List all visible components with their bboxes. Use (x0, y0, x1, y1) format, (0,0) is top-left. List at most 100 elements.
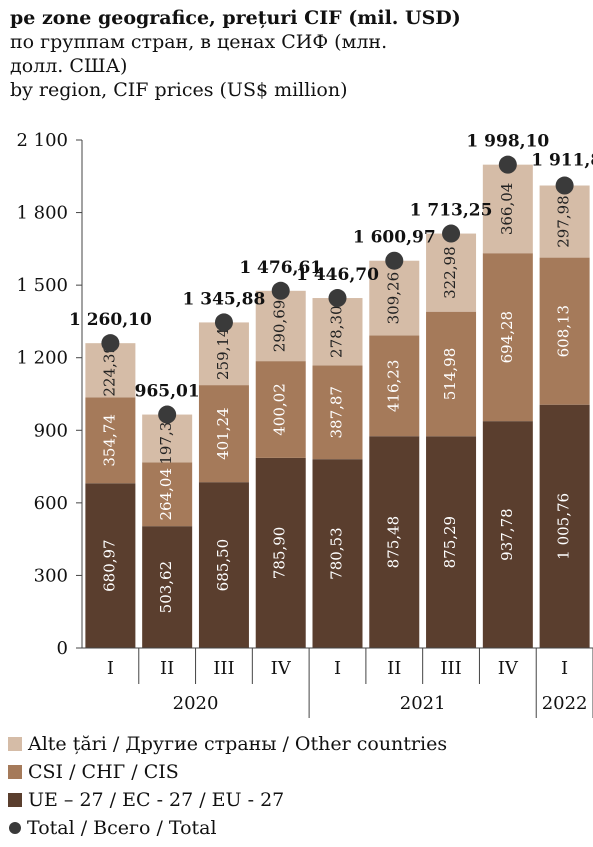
x-tick-label: I (334, 658, 341, 679)
x-tick-label: I (107, 658, 114, 679)
x-tick-label: IV (498, 658, 519, 679)
title-russian-line2: долл. США) (10, 55, 128, 77)
bar-segment-eu (255, 457, 306, 648)
bar-value-label-other: 290,69 (271, 300, 289, 353)
legend-label-cis: CSI / СНГ / CIS (28, 761, 179, 783)
bar-segment-eu (142, 526, 193, 648)
legend-item-total: Total / Всего / Total (8, 814, 588, 842)
x-tick-label: II (387, 658, 401, 679)
chart-titles: pe zone geografice, prețuri CIF (mil. US… (10, 6, 570, 102)
legend-label-total: Total / Всего / Total (27, 817, 217, 839)
bar-segment-other (312, 298, 363, 366)
legend-item-other: Alte țări / Другие страны / Other countr… (8, 730, 588, 758)
bar-value-label-other: 309,26 (384, 272, 402, 325)
bar-value-label-cis: 264,04 (157, 468, 175, 521)
legend-swatch-other (8, 737, 22, 751)
bar-segment-cis (142, 462, 193, 527)
total-marker (442, 224, 461, 243)
bar-value-label-eu: 785,90 (271, 527, 289, 580)
x-tick-label: III (213, 658, 234, 679)
legend-swatch-eu (8, 793, 22, 807)
bar-segment-eu (369, 436, 420, 648)
total-value-label: 1 345,88 (183, 289, 266, 309)
bar-segment-cis (312, 365, 363, 460)
bar-value-label-cis: 387,87 (328, 386, 346, 439)
legend-label-other: Alte țări / Другие страны / Other countr… (28, 733, 448, 755)
total-value-label: 1 713,25 (410, 201, 493, 221)
bar-value-label-cis: 608,13 (555, 305, 573, 358)
bar-segment-cis (198, 385, 249, 483)
bar-value-label-eu: 1 005,76 (555, 493, 573, 560)
bar-value-label-other: 297,98 (555, 195, 573, 248)
total-marker (385, 251, 404, 270)
title-romanian: pe zone geografice, prețuri CIF (mil. US… (10, 7, 461, 29)
total-value-label: 1 446,70 (296, 265, 379, 285)
total-marker (214, 313, 233, 332)
total-value-label: 1 260,10 (69, 310, 152, 330)
bar-value-label-eu: 685,50 (214, 539, 232, 592)
year-label: 2021 (400, 693, 446, 714)
total-value-label: 1 600,97 (353, 228, 436, 248)
total-value-label: 1 911,87 (531, 151, 593, 171)
y-tick-label: 300 (34, 565, 68, 586)
bar-value-label-cis: 694,28 (498, 311, 516, 364)
bar-segment-other (426, 233, 477, 312)
y-tick-label: 0 (57, 638, 68, 659)
bar-value-label-eu: 875,29 (441, 516, 459, 569)
bar-segment-other (255, 290, 306, 362)
x-tick-label: III (440, 658, 461, 679)
bar-value-label-eu: 875,48 (384, 516, 402, 569)
bar-value-label-cis: 514,98 (441, 348, 459, 401)
bar-segment-eu (85, 483, 136, 648)
bar-value-label-other: 278,30 (328, 305, 346, 358)
bar-value-label-other: 197,35 (157, 412, 175, 465)
legend-item-cis: CSI / СНГ / CIS (8, 758, 588, 786)
y-tick-label: 1 800 (16, 203, 68, 224)
bar-value-label-other: 259,14 (214, 328, 232, 381)
total-value-label: 965,01 (135, 382, 200, 402)
bar-segment-other (198, 322, 249, 386)
title-english: by region, CIF prices (US$ million) (10, 79, 348, 101)
bar-segment-cis (85, 397, 136, 484)
bar-segment-eu (426, 436, 477, 648)
bar-segment-cis (255, 361, 306, 458)
bar-value-label-other: 366,04 (498, 183, 516, 236)
legend-marker-total (9, 822, 21, 834)
total-marker (271, 281, 290, 300)
y-tick-label: 900 (34, 420, 68, 441)
bar-segment-eu (539, 404, 590, 648)
year-label: 2022 (542, 693, 588, 714)
bar-value-label-other: 224,39 (100, 344, 118, 397)
year-label: 2020 (173, 693, 219, 714)
bar-value-label-eu: 780,53 (328, 527, 346, 580)
x-tick-label: II (160, 658, 174, 679)
bar-segment-other (85, 343, 136, 398)
legend-item-eu: UE – 27 / ЕС - 27 / EU - 27 (8, 786, 588, 814)
total-marker (158, 405, 177, 424)
legend-label-eu: UE – 27 / ЕС - 27 / EU - 27 (28, 789, 285, 811)
bar-value-label-eu: 503,62 (157, 561, 175, 614)
x-tick-label: IV (271, 658, 292, 679)
bar-value-label-eu: 937,78 (498, 508, 516, 561)
y-tick-label: 1 200 (16, 348, 68, 369)
y-tick-label: 1 500 (16, 275, 68, 296)
bar-segment-cis (369, 335, 420, 437)
total-marker (328, 289, 347, 308)
y-tick-label: 600 (34, 493, 68, 514)
bar-value-label-other: 322,98 (441, 246, 459, 299)
bar-value-label-cis: 416,23 (384, 360, 402, 413)
title-russian-line1: по группам стран, в ценах СИФ (млн. (10, 31, 388, 53)
stacked-bar-chart: 0 300 600 900 1 200 1 500 1 800 2 100 680,97 354,… (16, 130, 593, 718)
legend-swatch-cis (8, 765, 22, 779)
bar-segment-other (539, 185, 590, 258)
bar-segment-other (482, 164, 533, 254)
bar-segment-cis (426, 311, 477, 437)
bar-segment-cis (539, 257, 590, 405)
y-tick-label: 2 100 (16, 130, 68, 151)
bar-segment-eu (312, 459, 363, 648)
bar-value-label-eu: 680,97 (100, 539, 118, 592)
total-value-label: 1 998,10 (466, 132, 549, 152)
total-marker (555, 176, 574, 195)
bar-segment-other (369, 260, 420, 336)
bar-segment-eu (482, 421, 533, 648)
